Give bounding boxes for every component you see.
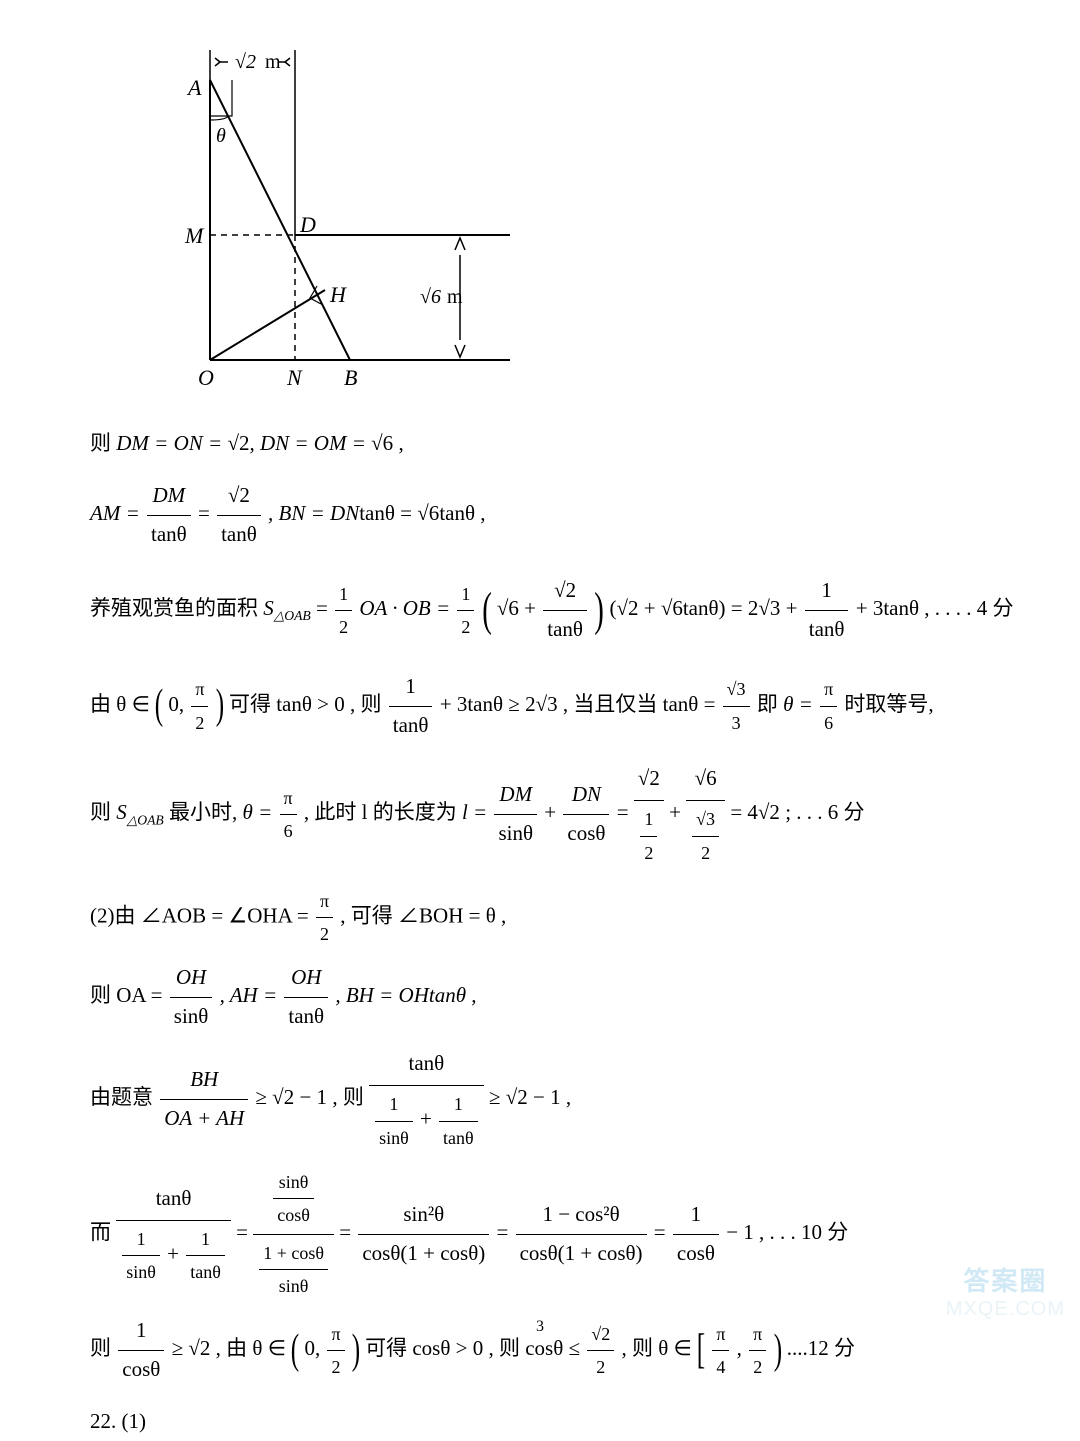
eq-line-8: 由题意 BHOA + AH ≥ √2 − 1 , 则 tanθ 1sinθ + … bbox=[90, 1043, 990, 1156]
eq-line-11: 22. (1) bbox=[90, 1403, 990, 1441]
page-number: 3 bbox=[536, 1318, 544, 1336]
svg-text:H: H bbox=[329, 282, 347, 307]
svg-text:N: N bbox=[286, 365, 303, 390]
svg-text:√6: √6 bbox=[420, 286, 441, 308]
watermark: 答案圈 MXQE.COM bbox=[946, 1261, 1065, 1321]
svg-text:O: O bbox=[198, 365, 214, 390]
eq-line-5: 则 S△OAB 最小时, θ = π6 , 此时 l 的长度为 l = DMsi… bbox=[90, 758, 990, 871]
eq-line-9: 而 tanθ 1sinθ + 1tanθ = sinθcosθ 1 + cosθ… bbox=[90, 1164, 990, 1305]
svg-text:m: m bbox=[447, 286, 463, 308]
geometry-diagram: √2 m θ √6 m A M O N B D H bbox=[120, 40, 990, 405]
svg-text:θ: θ bbox=[216, 125, 226, 147]
svg-text:B: B bbox=[344, 365, 357, 390]
svg-text:D: D bbox=[299, 212, 316, 237]
svg-text:M: M bbox=[184, 223, 205, 248]
svg-text:A: A bbox=[186, 75, 202, 100]
eq-line-7: 则 OA = OHsinθ , AH = OHtanθ , BH = OHtan… bbox=[90, 959, 990, 1036]
watermark-top: 答案圈 bbox=[946, 1261, 1065, 1298]
diagram-svg: √2 m θ √6 m A M O N B D H bbox=[120, 40, 540, 400]
eq-line-1: 则 DM = ON = √2, DN = OM = √6 , bbox=[90, 425, 990, 463]
eq-line-2: AM = DMtanθ = √2tanθ , BN = DNtanθ = √6t… bbox=[90, 477, 990, 554]
svg-text:m: m bbox=[265, 51, 281, 73]
eq-line-3: 养殖观赏鱼的面积 S△OAB = 12 OA · OB = 12 ( √6 + … bbox=[90, 567, 990, 653]
svg-text:√2: √2 bbox=[235, 51, 256, 73]
eq-line-6: (2)由 ∠AOB = ∠OHA = π2 , 可得 ∠BOH = θ , bbox=[90, 885, 990, 951]
watermark-bottom: MXQE.COM bbox=[946, 1298, 1065, 1321]
eq-line-4: 由 θ ∈ ( 0, π2 ) 可得 tanθ > 0 , 则 1tanθ + … bbox=[90, 668, 990, 745]
